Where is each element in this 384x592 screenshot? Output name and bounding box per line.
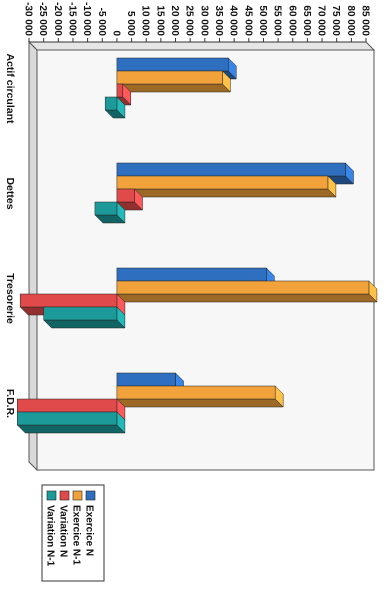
value-tick-label: -10 000 (81, 2, 92, 36)
legend-label: Exercice N (84, 505, 95, 556)
value-tick-label: -30 000 (23, 2, 34, 36)
bar (116, 83, 124, 98)
value-tick-label: 10 000 (140, 5, 151, 36)
legend-label: Variation N (58, 505, 69, 557)
plot-side-wall (27, 41, 376, 51)
bar-side-face (116, 83, 232, 93)
bar (116, 162, 346, 177)
bar (116, 188, 135, 203)
bar-side-face (116, 188, 337, 198)
bar (116, 267, 267, 282)
value-tick-label: 75 000 (330, 5, 341, 36)
legend-swatch (59, 490, 70, 501)
category-label: Tresorerie (4, 273, 16, 324)
bar (116, 175, 329, 190)
bar (104, 96, 118, 111)
value-tick-label: 30 000 (198, 5, 209, 36)
bar (19, 293, 118, 308)
value-tick-label: 15 000 (154, 5, 165, 36)
legend-label: Exercice N-1 (71, 505, 82, 565)
bar (17, 398, 118, 413)
plot-floor (28, 40, 38, 472)
bar (116, 280, 370, 295)
category-label: Dettes (4, 177, 16, 209)
bar (94, 201, 118, 216)
value-tick-label: 40 000 (228, 5, 239, 36)
legend-box (41, 484, 105, 582)
value-tick-label: 85 000 (360, 5, 371, 36)
legend-swatch (72, 490, 83, 501)
bar-side-face (16, 424, 126, 434)
bar-side-face (116, 293, 378, 303)
bar-side-face (116, 398, 284, 408)
value-tick-label: 70 000 (316, 5, 327, 36)
value-tick-label: -20 000 (52, 2, 63, 36)
value-tick-label: 0 (110, 30, 121, 36)
bar (116, 70, 223, 85)
value-tick-label: 60 000 (286, 5, 297, 36)
bar (116, 57, 229, 72)
bar (17, 411, 118, 426)
value-tick-label: -15 000 (66, 2, 77, 36)
value-tick-label: 65 000 (301, 5, 312, 36)
category-label: F.D.R. (4, 389, 16, 418)
bar-side-face (43, 319, 126, 329)
value-tick-label: -5 000 (96, 8, 107, 37)
legend-swatch (85, 490, 96, 501)
value-tick-label: 5 000 (125, 11, 136, 36)
value-tick-label: -25 000 (37, 2, 48, 36)
value-tick-label: 20 000 (169, 5, 180, 36)
legend-swatch (46, 490, 57, 501)
legend-label: Variation N-1 (45, 505, 56, 567)
value-tick-label: 45 000 (242, 5, 253, 36)
value-tick-label: 80 000 (345, 5, 356, 36)
value-tick-label: 50 000 (257, 5, 268, 36)
value-tick-label: 35 000 (213, 5, 224, 36)
value-tick-label: 25 000 (184, 5, 195, 36)
bar (116, 372, 176, 387)
category-label: Actif circulant (4, 53, 16, 124)
bar (43, 306, 118, 321)
value-tick-label: 55 000 (272, 5, 283, 36)
bar (116, 385, 276, 400)
